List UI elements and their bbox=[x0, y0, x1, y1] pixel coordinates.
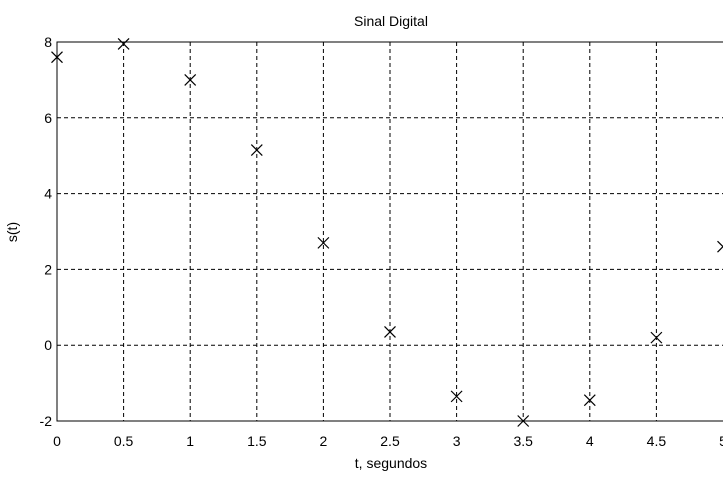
y-tick-label: 2 bbox=[44, 261, 52, 277]
x-tick-label: 1.5 bbox=[247, 433, 267, 449]
y-tick-label: 6 bbox=[44, 110, 52, 126]
x-axis-label: t, segundos bbox=[355, 455, 427, 471]
data-point bbox=[250, 144, 263, 156]
y-tick-label: -2 bbox=[40, 413, 53, 429]
y-tick-label: 0 bbox=[44, 337, 52, 353]
x-tick-label: 5 bbox=[719, 433, 723, 449]
x-tick-label: 4 bbox=[586, 433, 594, 449]
data-point bbox=[450, 390, 463, 403]
data-point bbox=[184, 73, 197, 86]
x-tick-label: 2 bbox=[320, 433, 328, 449]
x-tick-label: 4.5 bbox=[647, 433, 667, 449]
data-point bbox=[717, 240, 723, 253]
chart-title: Sinal Digital bbox=[354, 13, 428, 29]
plot-frame bbox=[56, 41, 723, 422]
x-tick-label: 0 bbox=[53, 433, 61, 449]
x-tick-label: 1 bbox=[186, 433, 194, 449]
x-tick-label: 3.5 bbox=[513, 433, 533, 449]
x-tick-label: 0.5 bbox=[114, 433, 134, 449]
data-point bbox=[650, 331, 663, 344]
x-tick-label: 3 bbox=[453, 433, 461, 449]
data-point bbox=[117, 37, 130, 50]
x-tick-label: 2.5 bbox=[380, 433, 400, 449]
data-points bbox=[51, 37, 723, 427]
data-point bbox=[583, 394, 596, 407]
y-tick-label: 4 bbox=[44, 186, 52, 202]
data-point bbox=[384, 326, 396, 338]
grid bbox=[57, 42, 723, 421]
y-axis-label: s(t) bbox=[4, 222, 20, 242]
y-tick-label: 8 bbox=[44, 34, 52, 50]
data-point bbox=[317, 236, 330, 249]
